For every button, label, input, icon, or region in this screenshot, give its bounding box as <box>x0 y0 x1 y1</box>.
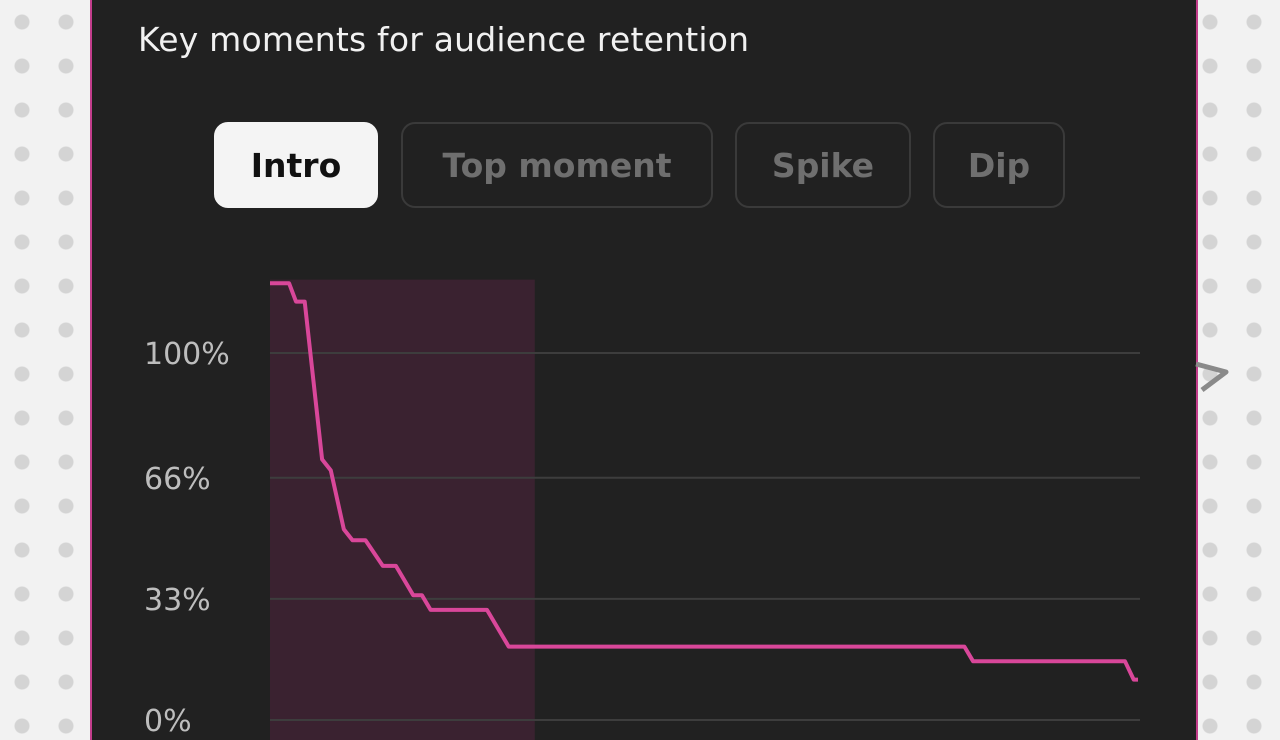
retention-panel: Key moments for audience retention Intro… <box>90 0 1198 740</box>
retention-line <box>270 281 1138 682</box>
retention-chart: 100% 66% 33% 0% <box>144 279 1140 740</box>
y-tick-label: 0% <box>144 704 192 739</box>
tab-spike[interactable]: Spike <box>735 122 911 208</box>
tab-dip[interactable]: Dip <box>933 122 1065 208</box>
intro-highlight-region <box>270 279 535 740</box>
y-tick-label: 100% <box>144 337 230 372</box>
y-tick-label: 66% <box>144 462 211 497</box>
share-arrow-icon[interactable] <box>1192 360 1232 400</box>
tab-intro[interactable]: Intro <box>214 122 378 208</box>
y-tick-label: 33% <box>144 583 211 618</box>
panel-title: Key moments for audience retention <box>138 20 750 59</box>
tab-top-moment[interactable]: Top moment <box>401 122 713 208</box>
